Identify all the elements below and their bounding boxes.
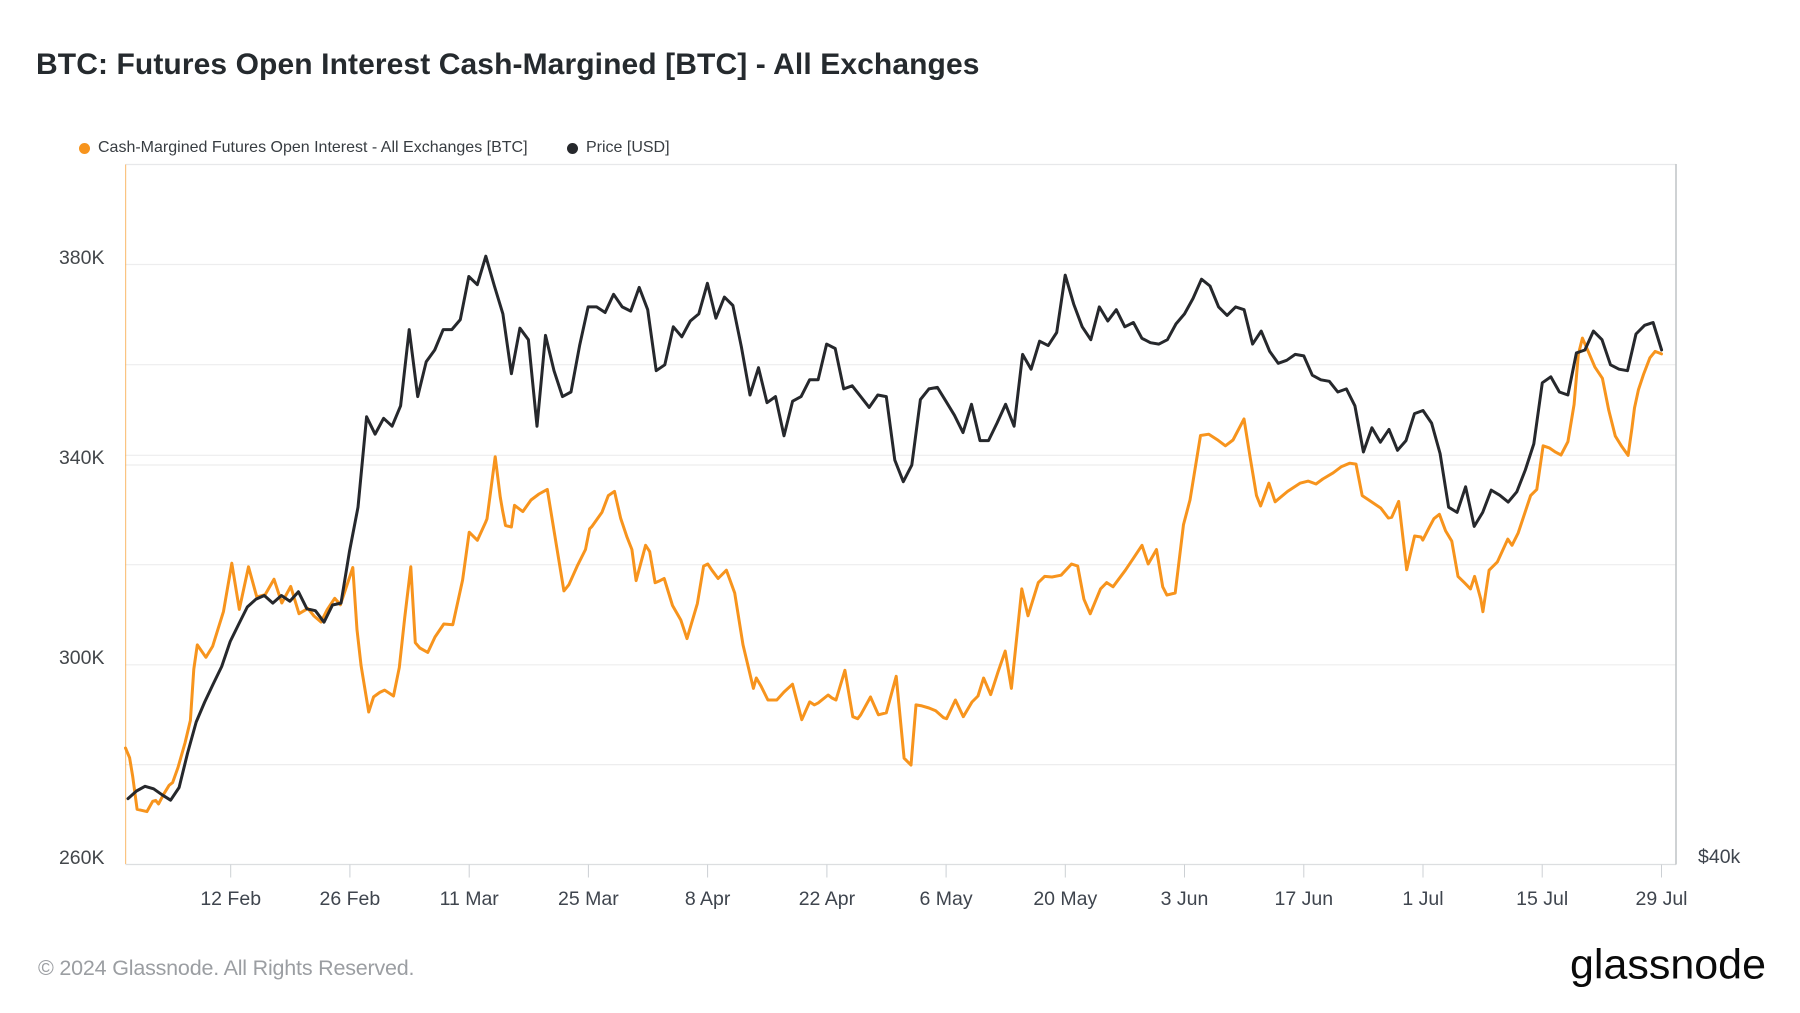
svg-text:glassnode: glassnode	[1570, 941, 1766, 988]
